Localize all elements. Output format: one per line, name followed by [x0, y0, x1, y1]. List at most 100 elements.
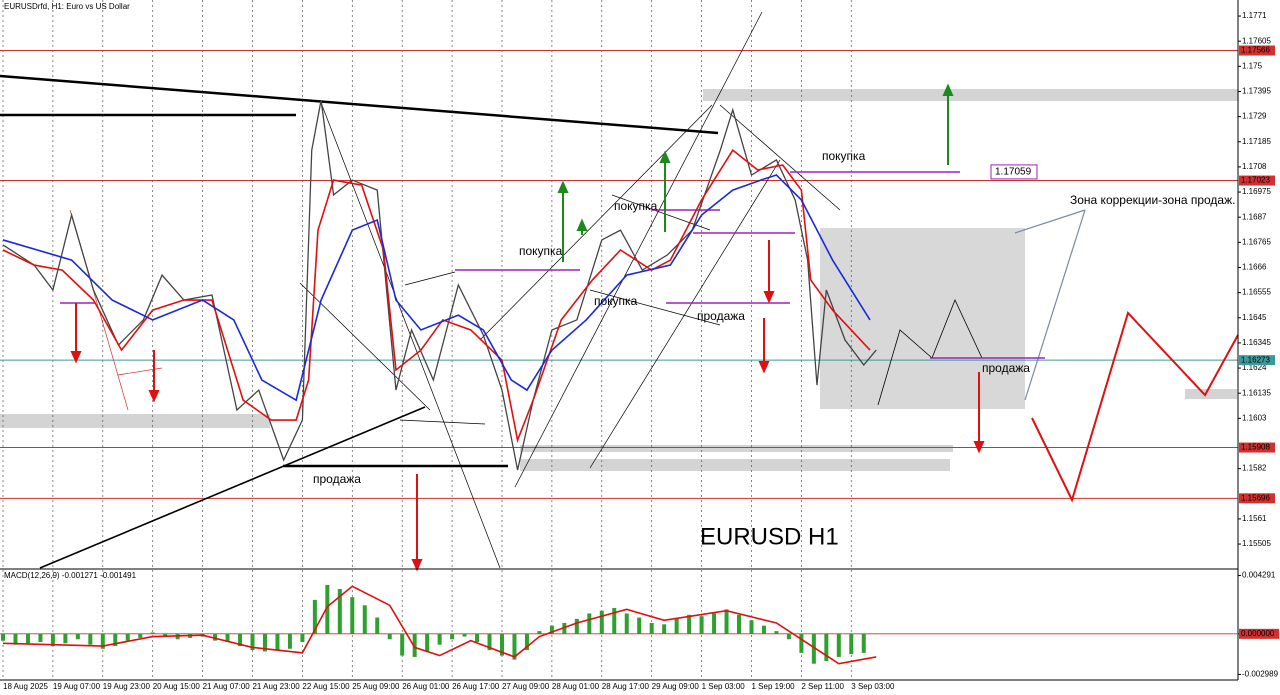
macd-bar — [599, 610, 604, 634]
zone — [0, 414, 270, 428]
macd-tick-label: 0.000000 — [1241, 629, 1275, 638]
macd-bar — [712, 613, 717, 634]
macd-bar — [1, 633, 5, 641]
macd-bar — [100, 633, 105, 649]
y-tick-label: 1.1582 — [1242, 464, 1267, 473]
zone — [703, 89, 1238, 101]
chart-title: EURUSDrfd, H1: Euro vs US Dollar — [4, 2, 130, 11]
macd-bar — [612, 608, 617, 634]
x-tick-label: 2 Sep 11:00 — [801, 682, 844, 691]
macd-bar — [737, 614, 742, 634]
arrow-head — [576, 218, 588, 231]
arrow-head — [70, 351, 82, 364]
annotation: продажа — [313, 472, 361, 486]
annotation: покупка — [614, 199, 658, 213]
annotation: продажа — [982, 361, 1030, 375]
macd-bar — [524, 633, 529, 651]
axes: 18 Aug 2025 19 Aug 07:00 19 Aug 23:00 20 Au… — [3, 11, 1279, 691]
price-line — [2, 99, 877, 471]
macd-bar — [75, 633, 80, 640]
annotation: Зона коррекции-зона продаж. — [1070, 193, 1235, 207]
macd-bar — [125, 633, 130, 641]
annotation: покупка — [594, 294, 638, 308]
y-tick-label: 1.1666 — [1242, 263, 1267, 272]
y-tick-label: 1.16555 — [1242, 288, 1271, 297]
channel-line — [589, 159, 781, 469]
level-label: 1.17566 — [1241, 46, 1270, 55]
macd-bar — [462, 633, 467, 637]
macd-bar — [437, 633, 442, 645]
zone — [820, 228, 1025, 409]
annotation: покупка — [822, 149, 866, 163]
macd-bar — [262, 633, 267, 652]
x-tick-label: 20 Aug 15:00 — [153, 682, 201, 691]
macd-bar — [13, 633, 18, 645]
trend-line — [39, 406, 426, 569]
y-tick-label: 1.1603 — [1242, 413, 1267, 422]
arrows — [70, 83, 985, 572]
macd-bar — [225, 633, 230, 642]
x-tick-label: 19 Aug 07:00 — [53, 682, 101, 691]
watermark: EURUSD H1 — [700, 523, 839, 550]
macd-bar — [699, 616, 704, 634]
zone — [520, 445, 953, 452]
y-tick-label: 1.17185 — [1242, 137, 1271, 146]
x-tick-label: 29 Aug 09:00 — [652, 682, 700, 691]
trend-line — [0, 74, 719, 135]
x-tick-label: 22 Aug 15:00 — [302, 682, 350, 691]
zone — [1185, 389, 1237, 399]
macd-bar — [400, 633, 405, 656]
level-tag — [1239, 355, 1275, 366]
x-tick-label: 18 Aug 2025 — [3, 682, 48, 691]
macd-label: MACD(12,26,9) -0.001271 -0.001491 — [4, 571, 137, 580]
level-label: 1.16273 — [1241, 355, 1270, 364]
macd-bar — [275, 633, 280, 651]
macd-bar — [687, 614, 692, 634]
macd-bar — [337, 589, 342, 634]
x-tick-label: 26 Aug 17:00 — [452, 682, 500, 691]
macd-bar — [649, 622, 654, 634]
arrow-head — [763, 291, 775, 304]
y-tick-label: 1.1624 — [1242, 363, 1267, 372]
macd-bar — [475, 633, 480, 642]
macd-bar — [499, 633, 504, 656]
macd-bar — [312, 599, 317, 634]
y-tick-label: 1.17395 — [1242, 87, 1271, 96]
macd-bar — [786, 633, 791, 640]
macd-bar — [387, 633, 392, 640]
macd-bar — [662, 624, 667, 634]
channel-line — [299, 282, 431, 411]
macd-bar — [836, 633, 841, 657]
zero-tag — [1239, 628, 1279, 639]
x-tick-label: 3 Sep 03:00 — [851, 682, 895, 691]
grid — [2, 0, 852, 680]
price-box — [990, 164, 1038, 180]
macd-bar — [38, 633, 43, 642]
channel-line — [399, 419, 486, 425]
level-label: 1.17023 — [1241, 176, 1270, 185]
macd-bar — [537, 631, 542, 634]
x-tick-label: 28 Aug 01:00 — [552, 682, 600, 691]
macd-bar — [774, 631, 779, 634]
macd-bar — [799, 633, 804, 653]
arrow-head — [659, 150, 671, 163]
x-tick-label: 26 Aug 01:00 — [402, 682, 450, 691]
macd-tick-label: 0.004291 — [1242, 571, 1276, 580]
x-tick-label: 1 Sep 19:00 — [751, 682, 795, 691]
macd-bar — [811, 633, 816, 664]
y-tick-label: 1.1561 — [1242, 514, 1267, 523]
macd-bar — [824, 633, 829, 661]
macd-bar — [487, 633, 492, 651]
channel-line — [404, 271, 456, 286]
level-label: 1.15696 — [1241, 493, 1270, 502]
arrow-head — [942, 83, 954, 96]
x-tick-label: 21 Aug 23:00 — [252, 682, 300, 691]
macd-bar — [574, 618, 579, 634]
macd-bar — [624, 613, 629, 634]
macd-bar — [861, 633, 866, 653]
macd-bar — [63, 633, 68, 644]
zone — [520, 459, 950, 471]
y-tick-label: 1.1708 — [1242, 162, 1267, 171]
